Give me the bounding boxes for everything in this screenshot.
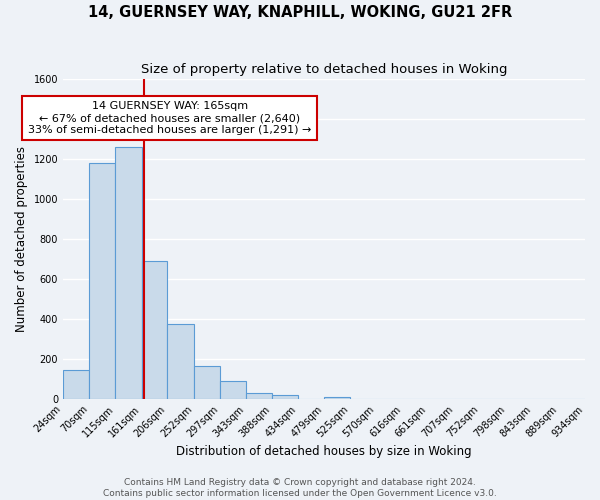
Bar bbox=[142, 261, 167, 399]
Text: 14, GUERNSEY WAY, KNAPHILL, WOKING, GU21 2FR: 14, GUERNSEY WAY, KNAPHILL, WOKING, GU21… bbox=[88, 5, 512, 20]
Bar bbox=[63, 370, 89, 399]
Bar bbox=[220, 381, 246, 399]
Bar bbox=[167, 324, 194, 399]
Bar bbox=[194, 366, 220, 399]
Bar bbox=[246, 392, 272, 399]
Bar bbox=[89, 164, 115, 399]
Bar bbox=[272, 394, 298, 399]
Title: Size of property relative to detached houses in Woking: Size of property relative to detached ho… bbox=[141, 62, 507, 76]
X-axis label: Distribution of detached houses by size in Woking: Distribution of detached houses by size … bbox=[176, 444, 472, 458]
Text: 14 GUERNSEY WAY: 165sqm
← 67% of detached houses are smaller (2,640)
33% of semi: 14 GUERNSEY WAY: 165sqm ← 67% of detache… bbox=[28, 102, 311, 134]
Bar bbox=[115, 148, 142, 399]
Text: Contains HM Land Registry data © Crown copyright and database right 2024.
Contai: Contains HM Land Registry data © Crown c… bbox=[103, 478, 497, 498]
Y-axis label: Number of detached properties: Number of detached properties bbox=[15, 146, 28, 332]
Bar bbox=[324, 397, 350, 399]
